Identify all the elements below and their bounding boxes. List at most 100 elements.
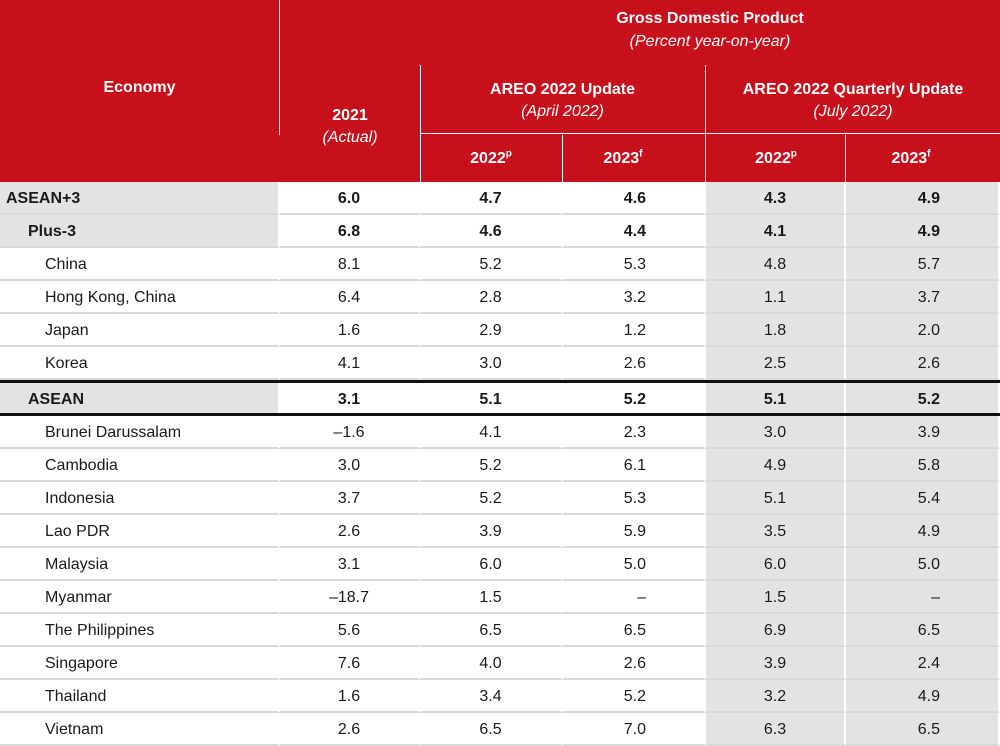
value-april-2023: – bbox=[563, 581, 706, 614]
value-2021: 6.4 bbox=[280, 281, 420, 314]
economy-name: The Philippines bbox=[0, 614, 280, 647]
table-row: Singapore 7.6 4.0 2.6 3.9 2.4 bbox=[0, 647, 1000, 680]
value-july-2023: 6.5 bbox=[846, 713, 1000, 746]
value-july-2023: 5.8 bbox=[846, 449, 1000, 482]
economy-name: Myanmar bbox=[0, 581, 280, 614]
economy-name: ASEAN bbox=[0, 383, 280, 416]
value-2021: 1.6 bbox=[280, 314, 420, 347]
value-july-2022: 3.5 bbox=[706, 515, 846, 548]
value-july-2022: 1.5 bbox=[706, 581, 846, 614]
value-april-2023: 6.1 bbox=[563, 449, 706, 482]
economy-name: Singapore bbox=[0, 647, 280, 680]
table-row: Lao PDR 2.6 3.9 5.9 3.5 4.9 bbox=[0, 515, 1000, 548]
value-july-2022: 4.3 bbox=[706, 182, 846, 215]
value-april-2022: 5.2 bbox=[420, 482, 563, 515]
value-april-2023: 6.5 bbox=[563, 614, 706, 647]
header-divider bbox=[420, 65, 421, 182]
economy-name: Lao PDR bbox=[0, 515, 280, 548]
economy-name: ASEAN+3 bbox=[0, 182, 280, 215]
economy-name: Vietnam bbox=[0, 713, 280, 746]
economy-name: Korea bbox=[0, 347, 280, 380]
table-row: Plus-3 6.8 4.6 4.4 4.1 4.9 bbox=[0, 215, 1000, 248]
economy-header: Economy bbox=[103, 79, 176, 96]
value-april-2023: 2.6 bbox=[563, 347, 706, 380]
value-july-2023: 6.5 bbox=[846, 614, 1000, 647]
value-april-2023: 3.2 bbox=[563, 281, 706, 314]
header-divider bbox=[705, 65, 706, 182]
table-row: The Philippines 5.6 6.5 6.5 6.9 6.5 bbox=[0, 614, 1000, 647]
value-april-2022: 2.9 bbox=[420, 314, 563, 347]
value-april-2022: 5.2 bbox=[420, 248, 563, 281]
header-divider bbox=[420, 133, 1000, 134]
value-april-2022: 2.8 bbox=[420, 281, 563, 314]
value-july-2023: 4.9 bbox=[846, 215, 1000, 248]
value-july-2022: 1.8 bbox=[706, 314, 846, 347]
value-2021: 6.8 bbox=[280, 215, 420, 248]
value-july-2022: 2.5 bbox=[706, 347, 846, 380]
april-2023-header: 2023f bbox=[603, 148, 643, 167]
gdp-subtitle: (Percent year-on-year) bbox=[629, 33, 791, 50]
value-july-2023: 3.9 bbox=[846, 416, 1000, 449]
table-row: Vietnam 2.6 6.5 7.0 6.3 6.5 bbox=[0, 713, 1000, 746]
col-2021-subheader: (Actual) bbox=[322, 129, 378, 146]
table-row: Myanmar –18.7 1.5 – 1.5 – bbox=[0, 581, 1000, 614]
april-update-header: AREO 2022 Update bbox=[490, 81, 635, 98]
economy-name: Thailand bbox=[0, 680, 280, 713]
value-2021: 2.6 bbox=[280, 713, 420, 746]
table-row: Thailand 1.6 3.4 5.2 3.2 4.9 bbox=[0, 680, 1000, 713]
table-row: Korea 4.1 3.0 2.6 2.5 2.6 bbox=[0, 347, 1000, 380]
value-april-2023: 7.0 bbox=[563, 713, 706, 746]
table-row: China 8.1 5.2 5.3 4.8 5.7 bbox=[0, 248, 1000, 281]
value-april-2022: 3.4 bbox=[420, 680, 563, 713]
july-update-header: AREO 2022 Quarterly Update bbox=[742, 81, 964, 98]
value-april-2023: 5.9 bbox=[563, 515, 706, 548]
value-july-2023: 2.0 bbox=[846, 314, 1000, 347]
gdp-title: Gross Domestic Product bbox=[616, 10, 804, 27]
value-2021: 2.6 bbox=[280, 515, 420, 548]
value-april-2023: 4.4 bbox=[563, 215, 706, 248]
value-july-2022: 3.2 bbox=[706, 680, 846, 713]
value-april-2022: 6.5 bbox=[420, 614, 563, 647]
value-april-2022: 6.5 bbox=[420, 713, 563, 746]
economy-name: Japan bbox=[0, 314, 280, 347]
value-april-2022: 6.0 bbox=[420, 548, 563, 581]
value-2021: 1.6 bbox=[280, 680, 420, 713]
economy-name: Cambodia bbox=[0, 449, 280, 482]
table-row: Malaysia 3.1 6.0 5.0 6.0 5.0 bbox=[0, 548, 1000, 581]
value-july-2022: 6.0 bbox=[706, 548, 846, 581]
col-2021-header: 2021 bbox=[332, 107, 368, 124]
table-row: Brunei Darussalam –1.6 4.1 2.3 3.0 3.9 bbox=[0, 416, 1000, 449]
header-divider bbox=[279, 0, 280, 135]
value-2021: 5.6 bbox=[280, 614, 420, 647]
value-july-2022: 4.8 bbox=[706, 248, 846, 281]
value-2021: 6.0 bbox=[280, 182, 420, 215]
value-april-2022: 4.7 bbox=[420, 182, 563, 215]
value-2021: 8.1 bbox=[280, 248, 420, 281]
april-2022-header: 2022p bbox=[470, 148, 512, 167]
section-divider bbox=[0, 380, 1000, 383]
table-row: Japan 1.6 2.9 1.2 1.8 2.0 bbox=[0, 314, 1000, 347]
value-july-2022: 5.1 bbox=[706, 383, 846, 416]
value-2021: –18.7 bbox=[280, 581, 420, 614]
value-2021: 3.1 bbox=[280, 383, 420, 416]
value-april-2022: 3.0 bbox=[420, 347, 563, 380]
value-july-2023: 4.9 bbox=[846, 680, 1000, 713]
value-july-2022: 4.9 bbox=[706, 449, 846, 482]
value-july-2023: 4.9 bbox=[846, 182, 1000, 215]
value-april-2023: 5.3 bbox=[563, 248, 706, 281]
economy-name: China bbox=[0, 248, 280, 281]
value-july-2023: 4.9 bbox=[846, 515, 1000, 548]
value-april-2022: 5.2 bbox=[420, 449, 563, 482]
value-2021: 3.1 bbox=[280, 548, 420, 581]
value-2021: –1.6 bbox=[280, 416, 420, 449]
economy-name: Hong Kong, China bbox=[0, 281, 280, 314]
value-april-2022: 4.0 bbox=[420, 647, 563, 680]
table-row: ASEAN+3 6.0 4.7 4.6 4.3 4.9 bbox=[0, 182, 1000, 215]
value-july-2023: 5.7 bbox=[846, 248, 1000, 281]
value-july-2023: – bbox=[846, 581, 1000, 614]
economy-name: Malaysia bbox=[0, 548, 280, 581]
header-divider bbox=[562, 135, 563, 182]
value-july-2023: 2.6 bbox=[846, 347, 1000, 380]
value-july-2023: 5.4 bbox=[846, 482, 1000, 515]
